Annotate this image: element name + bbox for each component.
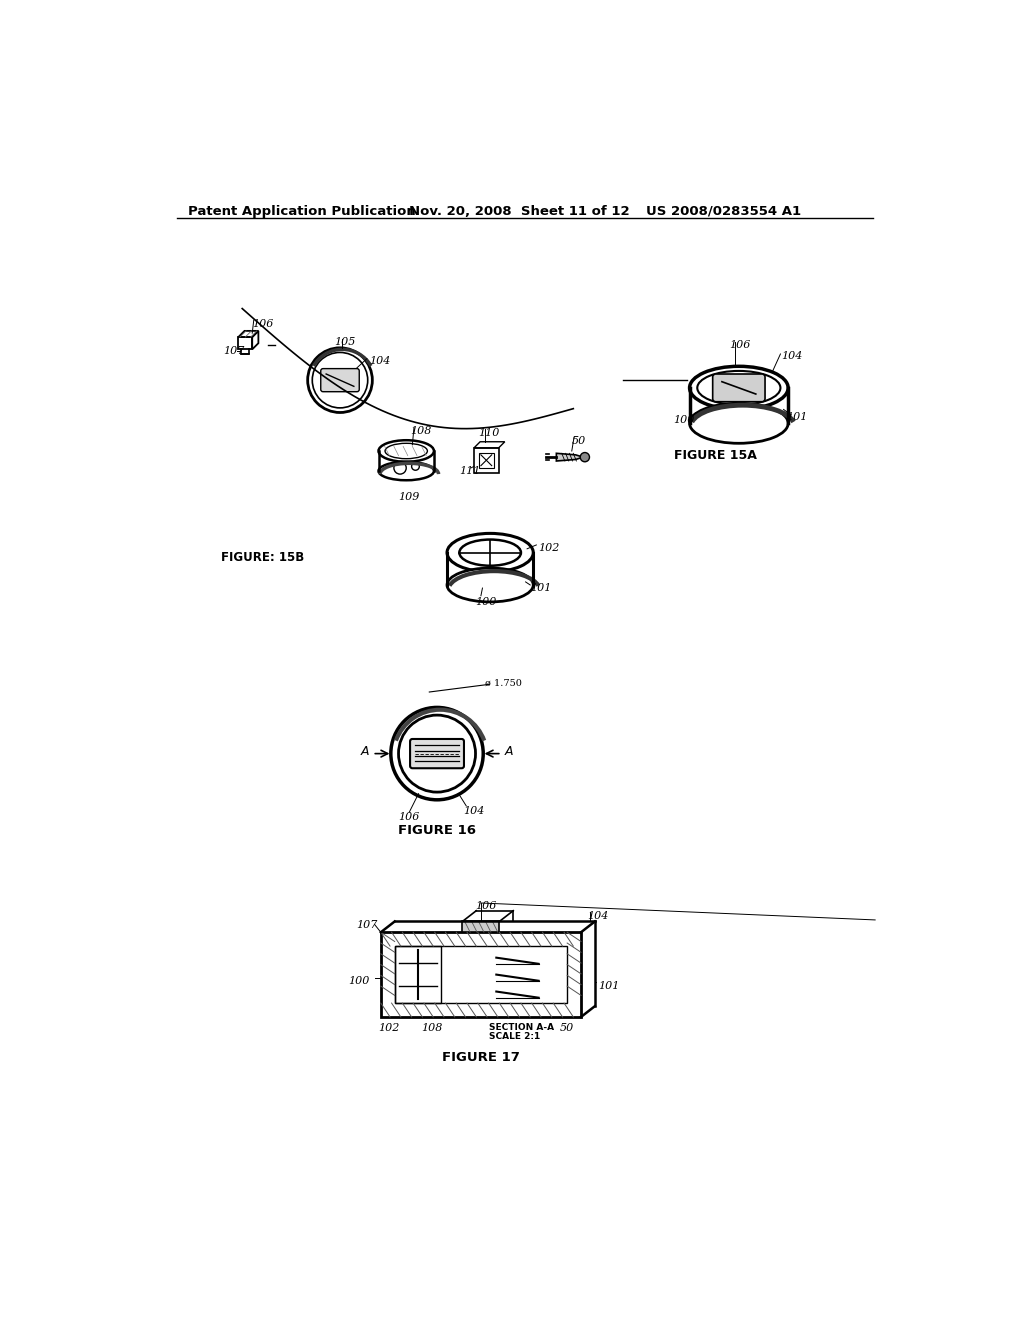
Text: 101: 101 [786,412,808,422]
Text: 100: 100 [348,977,370,986]
Polygon shape [556,453,584,461]
Text: 110: 110 [478,428,500,438]
Text: 100: 100 [475,597,496,607]
Text: 106: 106 [730,341,751,350]
Text: 109: 109 [398,492,420,502]
Text: 50: 50 [571,436,586,446]
Text: 101: 101 [530,583,552,594]
Text: 104: 104 [370,355,390,366]
Text: SCALE 2:1: SCALE 2:1 [488,1032,540,1041]
Text: 107: 107 [356,920,378,929]
Text: A: A [360,744,369,758]
Text: 108: 108 [410,426,431,437]
Ellipse shape [460,540,521,566]
Ellipse shape [689,404,788,444]
Text: FIGURE 16: FIGURE 16 [398,825,476,837]
Ellipse shape [379,462,434,480]
Text: 50: 50 [559,1023,573,1034]
Text: A: A [505,744,514,758]
Text: SECTION A-A: SECTION A-A [488,1023,554,1032]
Ellipse shape [379,441,434,462]
Bar [463,921,500,932]
Text: 102: 102 [538,544,559,553]
FancyBboxPatch shape [321,368,359,392]
Circle shape [581,453,590,462]
Text: Nov. 20, 2008  Sheet 11 of 12: Nov. 20, 2008 Sheet 11 of 12 [410,205,630,218]
Text: FIGURE 17: FIGURE 17 [442,1051,520,1064]
Text: 106: 106 [252,318,273,329]
Text: 105: 105 [334,337,355,347]
Text: 106: 106 [398,812,420,822]
Ellipse shape [447,568,534,602]
Bar [394,946,441,1003]
Text: ø 1.750: ø 1.750 [484,678,521,688]
Text: 111: 111 [460,466,480,477]
Text: 104: 104 [781,351,803,360]
Text: FIGURE 15A: FIGURE 15A [674,449,757,462]
Text: 104: 104 [587,911,608,920]
Text: 108: 108 [421,1023,442,1034]
Text: FIGURE: 15B: FIGURE: 15B [221,552,305,564]
Text: 101: 101 [598,981,620,991]
Circle shape [391,708,483,800]
Ellipse shape [697,371,780,405]
Circle shape [398,715,475,792]
Text: 100: 100 [674,414,695,425]
Ellipse shape [689,367,788,409]
Ellipse shape [447,533,534,572]
Bar [381,932,581,1016]
Text: 104: 104 [463,807,484,816]
Text: 107: 107 [223,346,245,356]
Text: Patent Application Publication: Patent Application Publication [188,205,416,218]
Text: 106: 106 [475,902,496,911]
Text: US 2008/0283554 A1: US 2008/0283554 A1 [646,205,802,218]
FancyBboxPatch shape [713,374,765,401]
FancyBboxPatch shape [410,739,464,768]
Text: 102: 102 [378,1023,399,1034]
Bar [394,946,567,1003]
Circle shape [307,348,373,413]
